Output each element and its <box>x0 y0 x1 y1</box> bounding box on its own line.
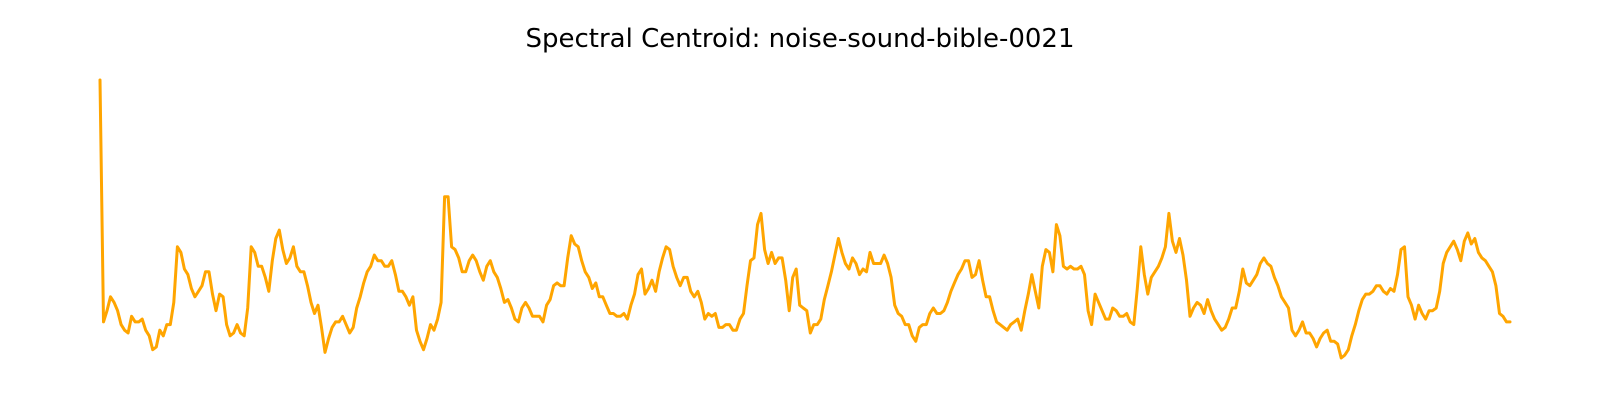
chart-title: Spectral Centroid: noise-sound-bible-002… <box>525 24 1075 54</box>
centroid-series-line-0 <box>98 78 1512 360</box>
